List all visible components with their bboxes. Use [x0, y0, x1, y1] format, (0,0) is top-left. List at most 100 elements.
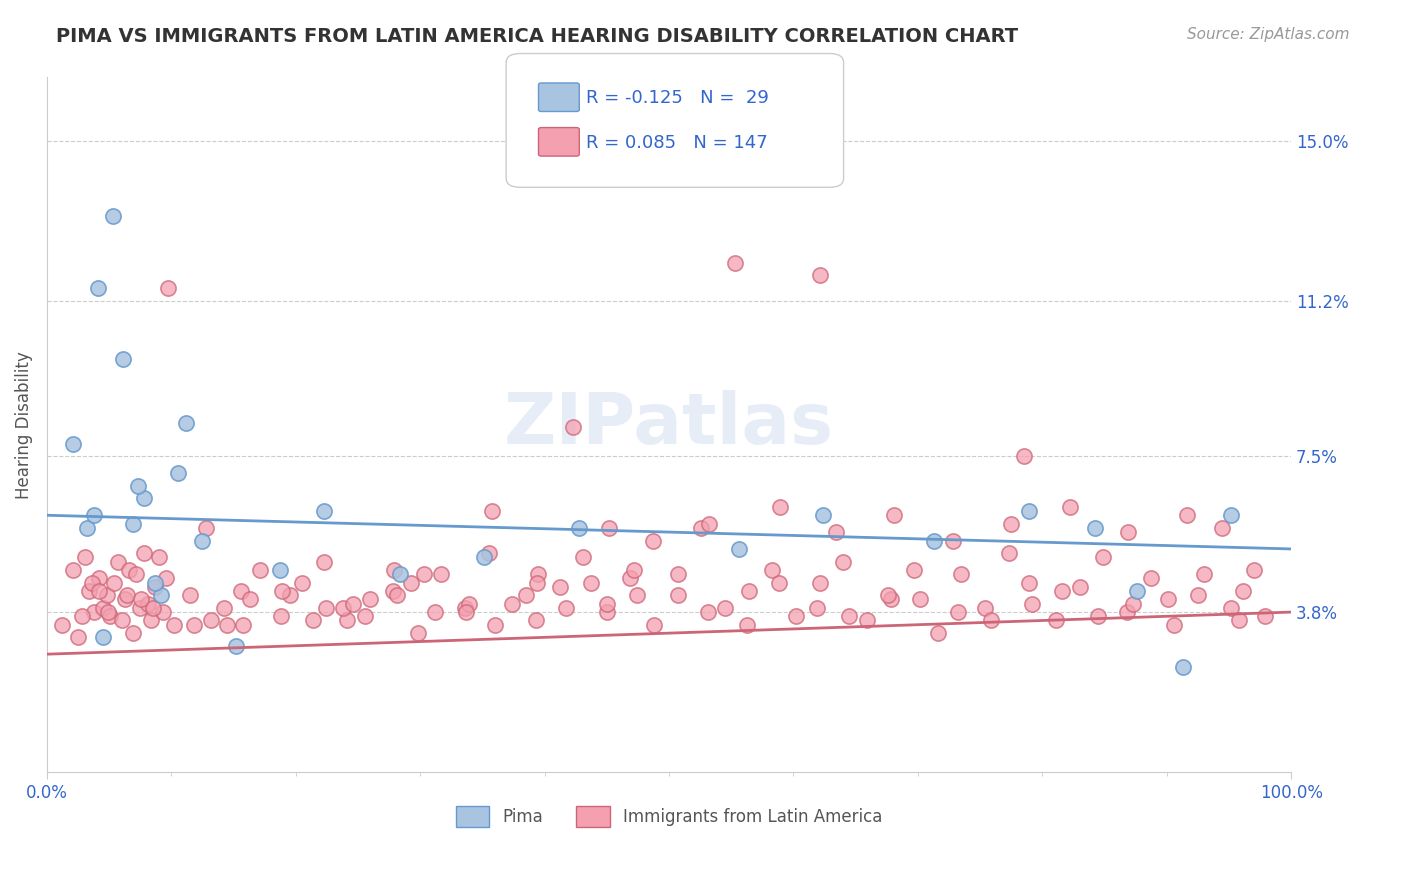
Point	[456, 605, 478, 619]
Point	[107, 555, 129, 569]
Point	[155, 571, 177, 585]
Point	[697, 516, 720, 531]
Point	[385, 588, 408, 602]
Point	[83, 605, 105, 619]
Point	[354, 609, 377, 624]
Point	[66, 631, 89, 645]
Point	[423, 605, 446, 619]
Point	[315, 600, 337, 615]
Point	[598, 521, 620, 535]
Point	[1084, 521, 1107, 535]
Point	[103, 575, 125, 590]
Point	[1052, 584, 1074, 599]
Point	[1122, 597, 1144, 611]
Point	[77, 584, 100, 599]
Point	[806, 600, 828, 615]
Point	[808, 268, 831, 283]
Point	[89, 584, 111, 599]
Point	[51, 617, 73, 632]
Point	[148, 550, 170, 565]
Point	[548, 580, 571, 594]
Text: PIMA VS IMMIGRANTS FROM LATIN AMERICA HEARING DISABILITY CORRELATION CHART: PIMA VS IMMIGRANTS FROM LATIN AMERICA HE…	[56, 27, 1018, 45]
Point	[314, 504, 336, 518]
Point	[229, 584, 252, 599]
Point	[62, 436, 84, 450]
Point	[737, 584, 759, 599]
Point	[1187, 588, 1209, 602]
Point	[75, 550, 97, 565]
Point	[136, 597, 159, 611]
Point	[249, 563, 271, 577]
Point	[401, 575, 423, 590]
Point	[1012, 450, 1035, 464]
Point	[1163, 617, 1185, 632]
Legend: Pima, Immigrants from Latin America: Pima, Immigrants from Latin America	[449, 799, 889, 833]
Point	[568, 521, 591, 535]
Point	[696, 605, 718, 619]
Point	[212, 600, 235, 615]
Point	[1220, 600, 1243, 615]
Point	[761, 563, 783, 577]
Point	[526, 575, 548, 590]
Point	[406, 626, 429, 640]
Point	[91, 600, 114, 615]
Point	[132, 546, 155, 560]
Point	[1059, 500, 1081, 514]
Point	[457, 597, 479, 611]
Point	[302, 614, 325, 628]
Point	[623, 563, 645, 577]
Point	[903, 563, 925, 577]
Point	[232, 617, 254, 632]
Point	[481, 504, 503, 518]
Point	[946, 605, 969, 619]
Point	[1069, 580, 1091, 594]
Text: ZIPatlas: ZIPatlas	[503, 390, 834, 459]
Point	[98, 609, 121, 624]
Point	[150, 588, 173, 602]
Point	[89, 571, 111, 585]
Point	[70, 609, 93, 624]
Point	[927, 626, 949, 640]
Point	[110, 614, 132, 628]
Point	[132, 491, 155, 506]
Point	[478, 546, 501, 560]
Point	[785, 609, 807, 624]
Point	[922, 533, 945, 548]
Point	[1211, 521, 1233, 535]
Y-axis label: Hearing Disability: Hearing Disability	[15, 351, 32, 499]
Point	[1116, 605, 1139, 619]
Point	[501, 597, 523, 611]
Point	[877, 588, 900, 602]
Point	[80, 575, 103, 590]
Point	[430, 567, 453, 582]
Point	[974, 600, 997, 615]
Point	[191, 533, 214, 548]
Point	[1175, 508, 1198, 523]
Point	[1018, 504, 1040, 518]
Point	[152, 605, 174, 619]
Point	[942, 533, 965, 548]
Point	[83, 508, 105, 523]
Point	[1126, 584, 1149, 599]
Point	[879, 592, 901, 607]
Point	[1045, 614, 1067, 628]
Point	[641, 533, 664, 548]
Point	[1220, 508, 1243, 523]
Text: R = -0.125   N =  29: R = -0.125 N = 29	[586, 89, 769, 107]
Point	[118, 563, 141, 577]
Point	[143, 575, 166, 590]
Point	[91, 631, 114, 645]
Point	[727, 541, 749, 556]
Point	[239, 592, 262, 607]
Point	[278, 588, 301, 602]
Point	[572, 550, 595, 565]
Point	[813, 508, 835, 523]
Point	[200, 614, 222, 628]
Point	[1243, 563, 1265, 577]
Point	[737, 617, 759, 632]
Point	[515, 588, 537, 602]
Point	[131, 592, 153, 607]
Point	[1018, 575, 1040, 590]
Point	[163, 617, 186, 632]
Point	[1254, 609, 1277, 624]
